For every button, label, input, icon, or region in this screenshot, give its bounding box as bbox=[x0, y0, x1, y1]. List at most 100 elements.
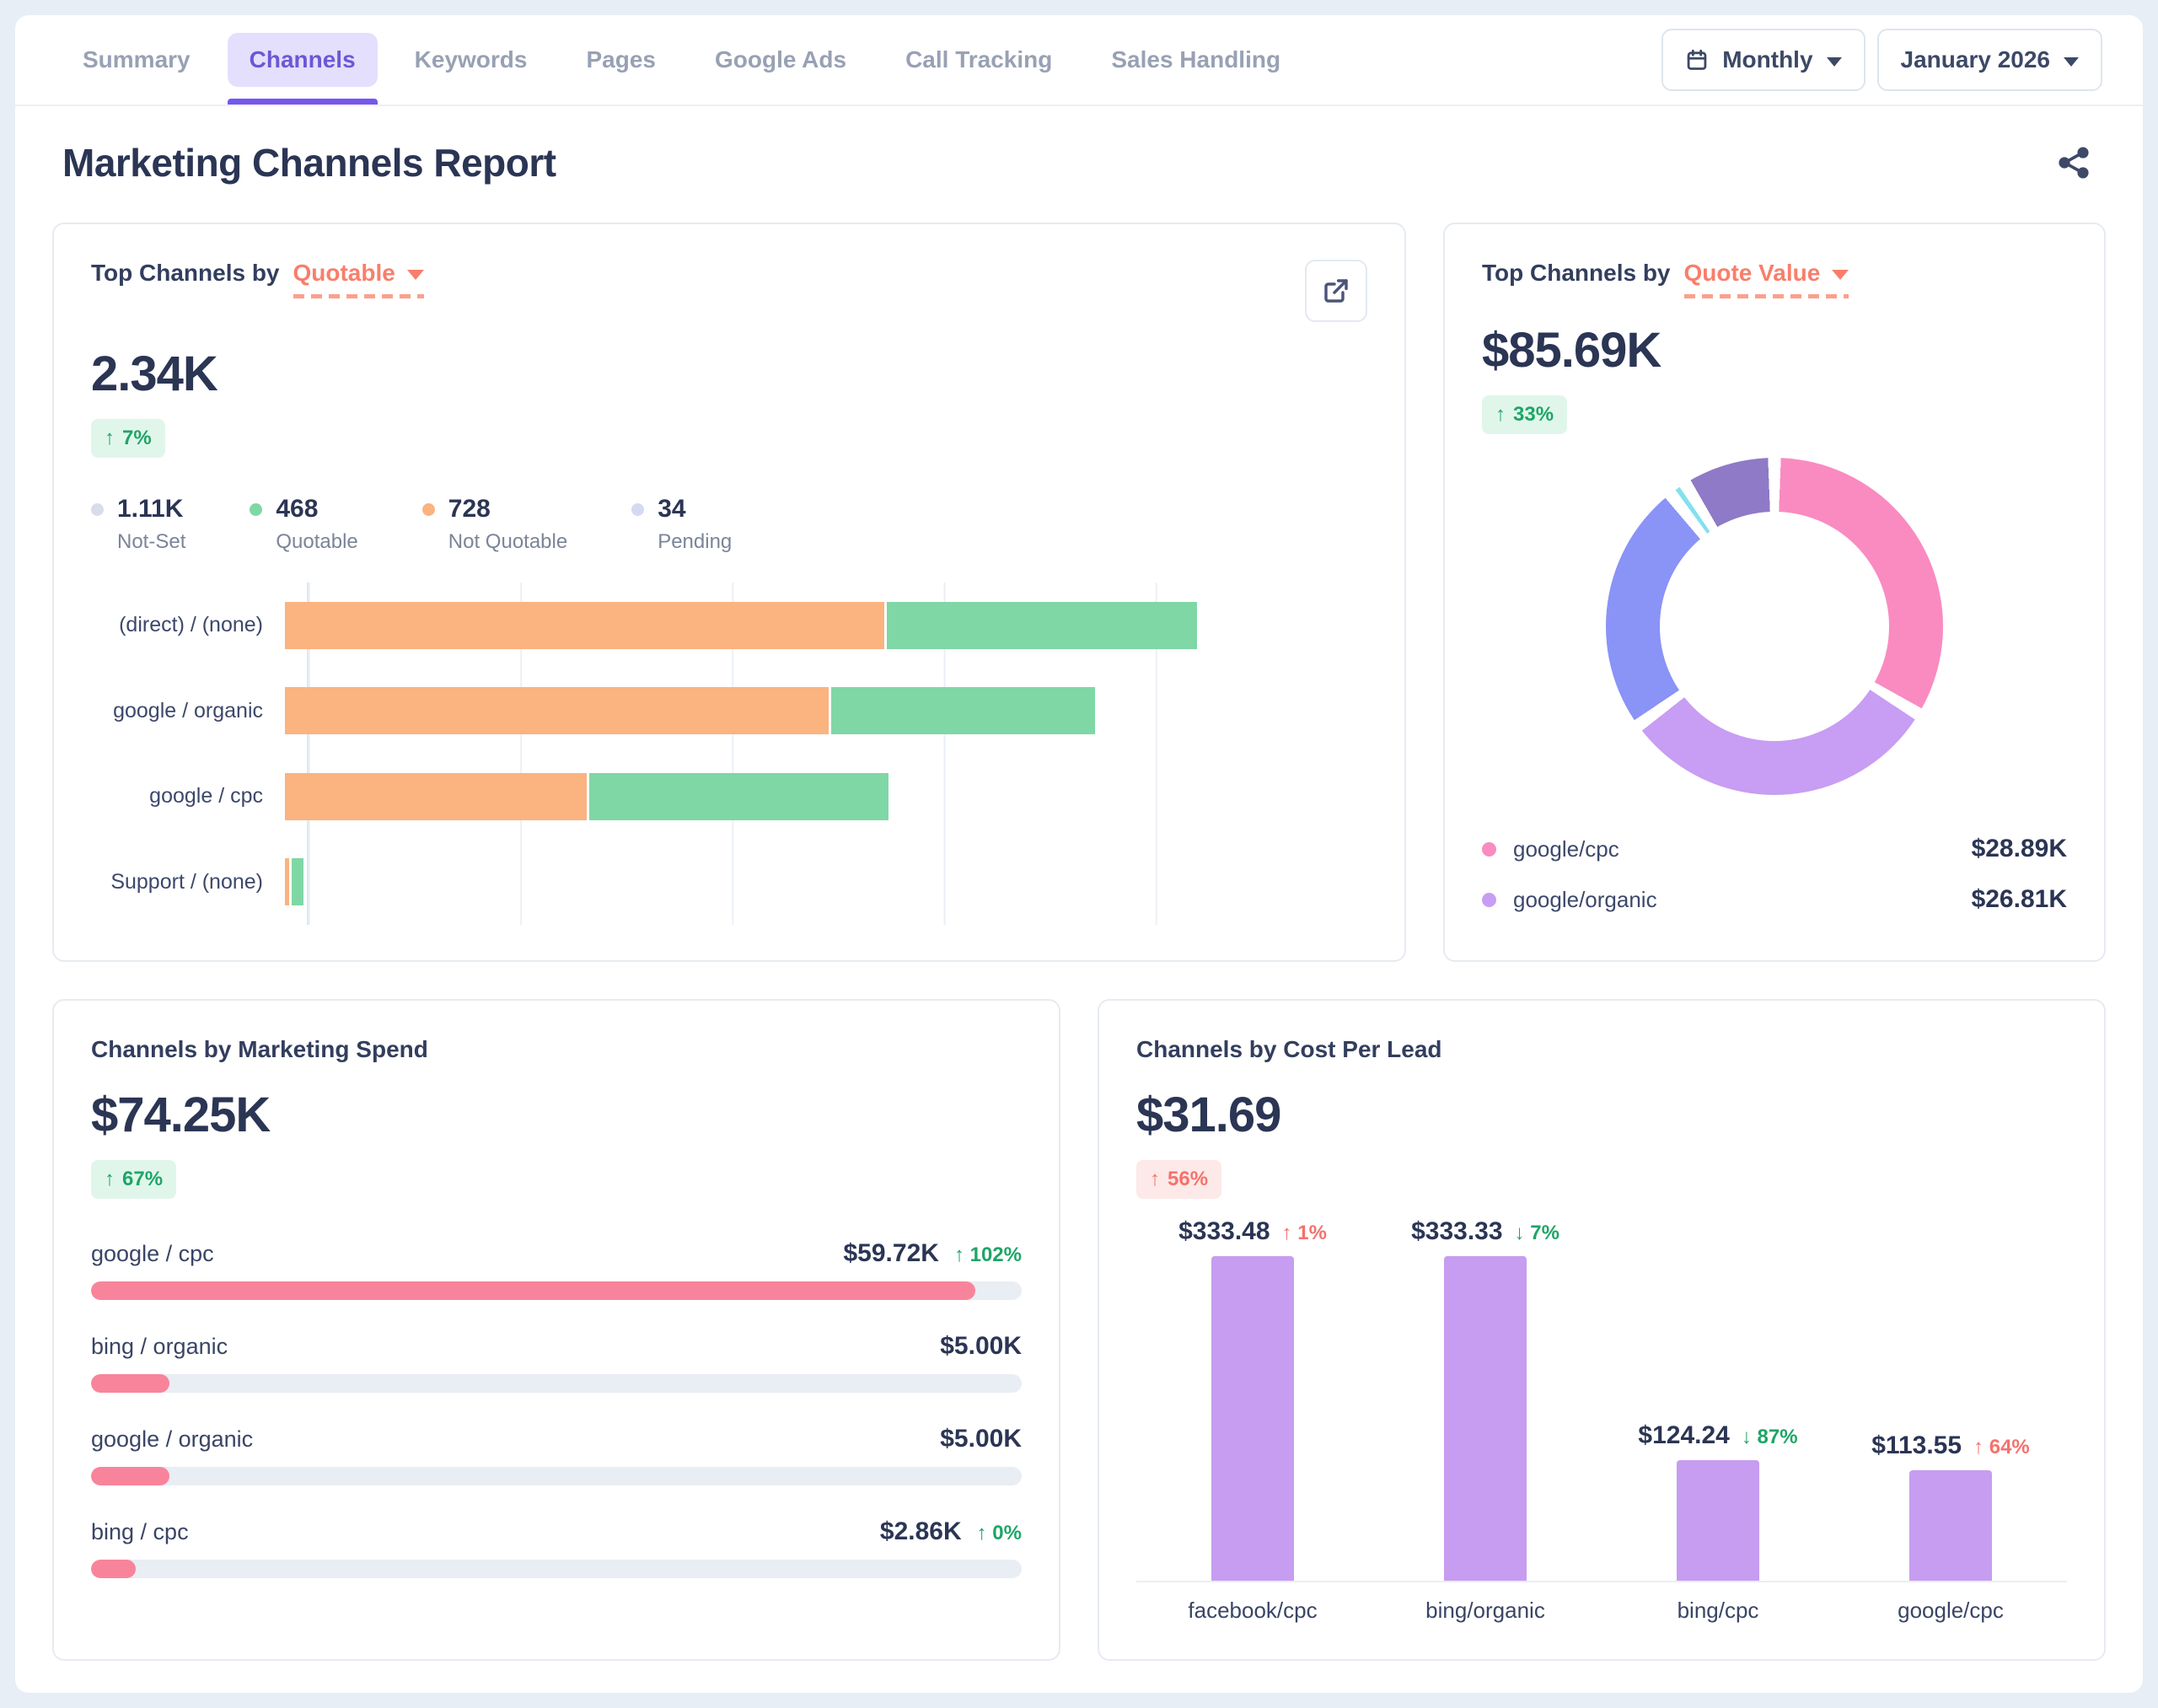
channel-label: bing / organic bbox=[91, 1334, 228, 1359]
column-bar bbox=[1677, 1460, 1759, 1581]
change-value: ↓ 7% bbox=[1514, 1222, 1559, 1244]
legend-item-not-quotable: 728 Not Quotable bbox=[421, 495, 567, 554]
legend-value: 468 bbox=[276, 495, 319, 523]
date-dropdown[interactable]: January 2026 bbox=[1876, 29, 2102, 91]
column-value: $124.24 bbox=[1638, 1421, 1730, 1449]
card-cost-per-lead: Channels by Cost Per Lead $31.69 ↑ 56% $3… bbox=[1098, 999, 2106, 1661]
tab-label: Channels bbox=[227, 33, 378, 87]
bar-segment-not-quotable bbox=[285, 772, 588, 820]
bar-segment-not-quotable bbox=[285, 687, 829, 735]
change-badge: ↑ 33% bbox=[1482, 395, 1568, 434]
title-row: Marketing Channels Report bbox=[52, 140, 2106, 185]
metric-value: $85.69K bbox=[1482, 323, 1661, 378]
change-badge: ↑ 67% bbox=[91, 1160, 177, 1199]
tab-label: Sales Handling bbox=[1111, 46, 1281, 73]
share-icon bbox=[2059, 147, 2089, 179]
tab-pages[interactable]: Pages bbox=[559, 15, 683, 105]
legend-text: 468 Quotable bbox=[276, 495, 357, 554]
change-value: ↑ 102% bbox=[953, 1243, 1022, 1266]
report-content: Marketing Channels Report Top Channels b… bbox=[15, 106, 2143, 1661]
column-bar bbox=[1444, 1256, 1527, 1581]
stacked-bar-row-google-organic: google / organic bbox=[91, 669, 1367, 755]
expand-report-button[interactable] bbox=[1305, 260, 1367, 322]
quote-value-metric-selector[interactable]: Quote Value bbox=[1683, 260, 1849, 298]
card-title: Top Channels by bbox=[1482, 260, 1671, 286]
legend-label: google/cpc bbox=[1513, 835, 1619, 862]
column-bing-organic: $333.33 ↓ 7% bbox=[1369, 1217, 1602, 1581]
column-chart-labels: facebook/cpc bing/organic bing/cpc google/c… bbox=[1136, 1598, 2067, 1624]
legend-dot bbox=[1482, 841, 1496, 857]
card-header: Channels by Marketing Spend bbox=[91, 1036, 1022, 1063]
spend-row-header: google / cpc $59.72K ↑ 102% bbox=[91, 1239, 1022, 1268]
column-bar bbox=[1211, 1256, 1294, 1581]
bar-segment-quotable bbox=[887, 601, 1197, 649]
progress-fill bbox=[91, 1281, 975, 1300]
metric-value: $74.25K bbox=[91, 1088, 271, 1142]
category-label: Support / (none) bbox=[110, 869, 263, 894]
stacked-bar-row-direct-none: (direct) / (none) bbox=[91, 583, 1367, 669]
legend-value: 728 bbox=[448, 495, 491, 523]
legend-label: Quotable bbox=[276, 530, 358, 553]
external-link-icon bbox=[1324, 279, 1348, 303]
tab-channels[interactable]: Channels bbox=[223, 15, 383, 105]
spend-row-header: bing / organic $5.00K bbox=[91, 1332, 1022, 1361]
tab-keywords[interactable]: Keywords bbox=[388, 15, 555, 105]
spend-row-bing-organic: bing / organic $5.00K bbox=[91, 1332, 1022, 1393]
card-title: Channels by Cost Per Lead bbox=[1136, 1036, 1442, 1062]
column-value-row: $333.33 ↓ 7% bbox=[1411, 1217, 1559, 1246]
column-label: google/cpc bbox=[1898, 1598, 2004, 1623]
granularity-dropdown[interactable]: Monthly bbox=[1661, 29, 1865, 91]
stacked-bar bbox=[285, 687, 1367, 735]
change-value: ↓ 87% bbox=[1741, 1426, 1798, 1448]
share-button[interactable] bbox=[2055, 144, 2092, 181]
column-facebook-cpc: $333.48 ↑ 1% bbox=[1136, 1217, 1369, 1581]
column-label: facebook/cpc bbox=[1188, 1598, 1318, 1623]
card-title: Top Channels by bbox=[91, 260, 280, 286]
legend-label: Not-Set bbox=[117, 530, 186, 553]
column-value: $333.48 bbox=[1178, 1217, 1270, 1245]
tab-sales-handling[interactable]: Sales Handling bbox=[1084, 15, 1307, 105]
selector-label: Quotable bbox=[293, 260, 395, 286]
legend-item-pending: 34 Pending bbox=[631, 495, 732, 554]
channel-label: google / cpc bbox=[91, 1241, 214, 1266]
dashed-underline bbox=[1683, 294, 1849, 298]
top-nav: Summary Channels Keywords Pages Google Ads Ca… bbox=[15, 15, 2143, 106]
legend-dot bbox=[91, 503, 104, 516]
tab-label: Google Ads bbox=[714, 46, 847, 73]
progress-fill bbox=[91, 1374, 169, 1393]
card-top-channels-quote-value: Top Channels by Quote Value $85.69K ↑ 33%… bbox=[1443, 223, 2106, 962]
channel-label: bing / cpc bbox=[91, 1519, 189, 1544]
chevron-down-icon bbox=[1826, 56, 1842, 67]
bar-segment-quotable bbox=[830, 687, 1095, 735]
tab-label: Call Tracking bbox=[905, 46, 1053, 73]
spend-row-values: $59.72K ↑ 102% bbox=[844, 1239, 1023, 1268]
tab-google-ads[interactable]: Google Ads bbox=[688, 15, 873, 105]
chevron-down-icon bbox=[406, 270, 424, 280]
column-value-row: $124.24 ↓ 87% bbox=[1638, 1421, 1797, 1450]
tab-summary[interactable]: Summary bbox=[56, 15, 217, 105]
legend-value: $26.81K bbox=[1971, 885, 2067, 913]
donut-legend-item-google-organic: google/organic $26.81K bbox=[1482, 874, 2067, 925]
tab-label: Pages bbox=[586, 46, 656, 73]
main-panel: Summary Channels Keywords Pages Google Ads Ca… bbox=[15, 15, 2143, 1693]
spend-row-google-organic: google / organic $5.00K bbox=[91, 1425, 1022, 1485]
calendar-icon bbox=[1687, 49, 1707, 70]
column-chart: $333.48 ↑ 1% $333.33 ↓ 7% $124.24 ↓ 87% $113.5… bbox=[1136, 1216, 2067, 1582]
donut-legend-item-google-cpc: google/cpc $28.89K bbox=[1482, 824, 2067, 874]
column-value: $333.33 bbox=[1411, 1217, 1503, 1245]
change-value: ↑ 0% bbox=[976, 1522, 1022, 1544]
spend-bar-list: google / cpc $59.72K ↑ 102% bing / organic $… bbox=[91, 1207, 1022, 1578]
column-value-row: $333.48 ↑ 1% bbox=[1178, 1217, 1327, 1246]
stacked-bar bbox=[285, 772, 1367, 820]
tab-call-tracking[interactable]: Call Tracking bbox=[878, 15, 1079, 105]
column-label: bing/cpc bbox=[1677, 1598, 1759, 1623]
legend-dot bbox=[631, 503, 645, 516]
spend-row-values: $5.00K bbox=[940, 1332, 1022, 1361]
selector-label: Quote Value bbox=[1683, 260, 1821, 286]
quotable-metric-selector[interactable]: Quotable bbox=[293, 260, 424, 298]
change-arrow-icon: ↑ bbox=[1150, 1168, 1160, 1190]
chevron-down-icon bbox=[2064, 56, 2079, 67]
nav-tabs: Summary Channels Keywords Pages Google Ads Ca… bbox=[56, 15, 1307, 105]
column-bing-cpc: $124.24 ↓ 87% bbox=[1602, 1421, 1834, 1581]
spend-row-bing-cpc: bing / cpc $2.86K ↑ 0% bbox=[91, 1517, 1022, 1578]
